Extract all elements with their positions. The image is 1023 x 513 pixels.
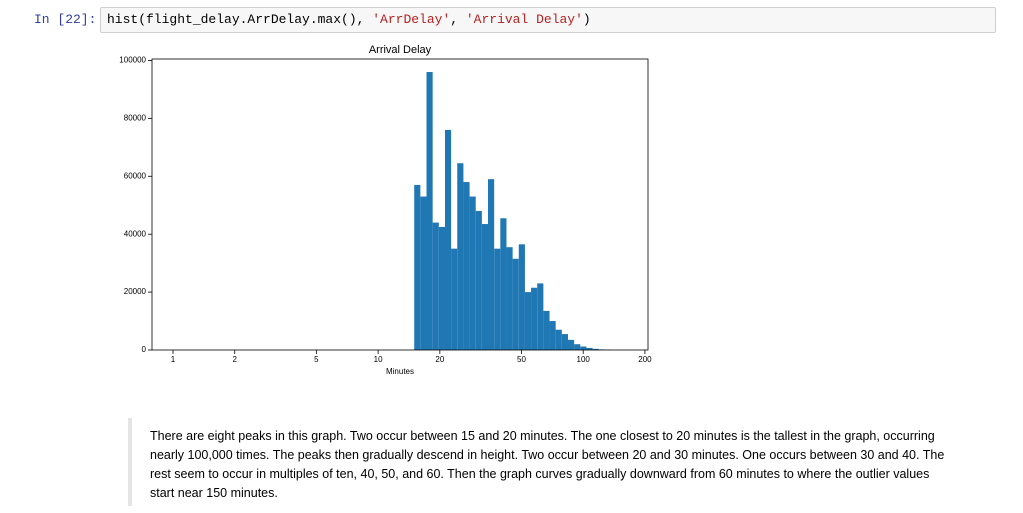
bar bbox=[524, 292, 532, 350]
x-axis-label: Minutes bbox=[386, 367, 414, 376]
code-token: ) bbox=[582, 12, 591, 27]
chart-title: Arrival Delay bbox=[369, 44, 432, 56]
bar bbox=[451, 248, 458, 350]
bar bbox=[469, 196, 476, 350]
x-tick-label: 10 bbox=[374, 355, 383, 364]
bar bbox=[444, 129, 452, 350]
code-token: hist(flight_delay.ArrDelay.max(), bbox=[107, 12, 373, 27]
x-tick-label: 20 bbox=[435, 355, 444, 364]
x-tick-label: 100 bbox=[577, 355, 591, 364]
bar bbox=[475, 211, 482, 350]
bar bbox=[531, 287, 538, 350]
bar bbox=[561, 334, 568, 350]
bar bbox=[580, 346, 587, 350]
bar bbox=[537, 283, 544, 350]
bar bbox=[592, 348, 599, 350]
x-tick-label: 2 bbox=[233, 355, 238, 364]
bar bbox=[555, 329, 562, 350]
bar bbox=[574, 344, 581, 350]
bar bbox=[463, 182, 470, 350]
plot-frame bbox=[151, 58, 649, 351]
cell-prompt: In [22]: bbox=[34, 12, 97, 27]
bar bbox=[549, 321, 556, 350]
code-cell[interactable]: hist(flight_delay.ArrDelay.max(), 'ArrDe… bbox=[100, 7, 996, 33]
bar bbox=[512, 258, 519, 350]
bar bbox=[543, 310, 550, 350]
bar bbox=[481, 224, 489, 350]
x-tick-label: 1 bbox=[171, 355, 176, 364]
bar bbox=[432, 222, 439, 350]
x-tick-label: 200 bbox=[638, 355, 652, 364]
bar bbox=[420, 196, 427, 350]
bar bbox=[567, 339, 575, 350]
bar bbox=[414, 184, 421, 350]
code-token: , bbox=[450, 12, 466, 27]
y-tick-label: 60000 bbox=[124, 171, 147, 180]
bar bbox=[500, 218, 507, 350]
code-token: 'Arrival Delay' bbox=[465, 12, 583, 27]
y-tick-label: 20000 bbox=[124, 287, 147, 296]
y-tick-label: 40000 bbox=[124, 229, 147, 238]
y-tick-label: 100000 bbox=[119, 56, 146, 65]
markdown-cell: There are eight peaks in this graph. Two… bbox=[128, 418, 948, 506]
markdown-text: There are eight peaks in this graph. Two… bbox=[150, 429, 945, 500]
bar bbox=[488, 179, 495, 350]
code-token: 'ArrDelay' bbox=[372, 12, 451, 27]
bar bbox=[586, 347, 593, 350]
y-tick-label: 0 bbox=[142, 345, 147, 354]
bar bbox=[494, 248, 501, 350]
bar bbox=[438, 226, 445, 350]
y-tick-label: 80000 bbox=[124, 113, 147, 122]
bar bbox=[506, 247, 513, 350]
x-tick-label: 5 bbox=[314, 355, 319, 364]
bar bbox=[518, 244, 525, 350]
chart: Arrival Delay Minutes 0 20000 40000 60000 80… bbox=[119, 44, 652, 376]
bar bbox=[457, 163, 464, 350]
bar bbox=[426, 72, 433, 351]
x-tick-label: 50 bbox=[517, 355, 526, 364]
